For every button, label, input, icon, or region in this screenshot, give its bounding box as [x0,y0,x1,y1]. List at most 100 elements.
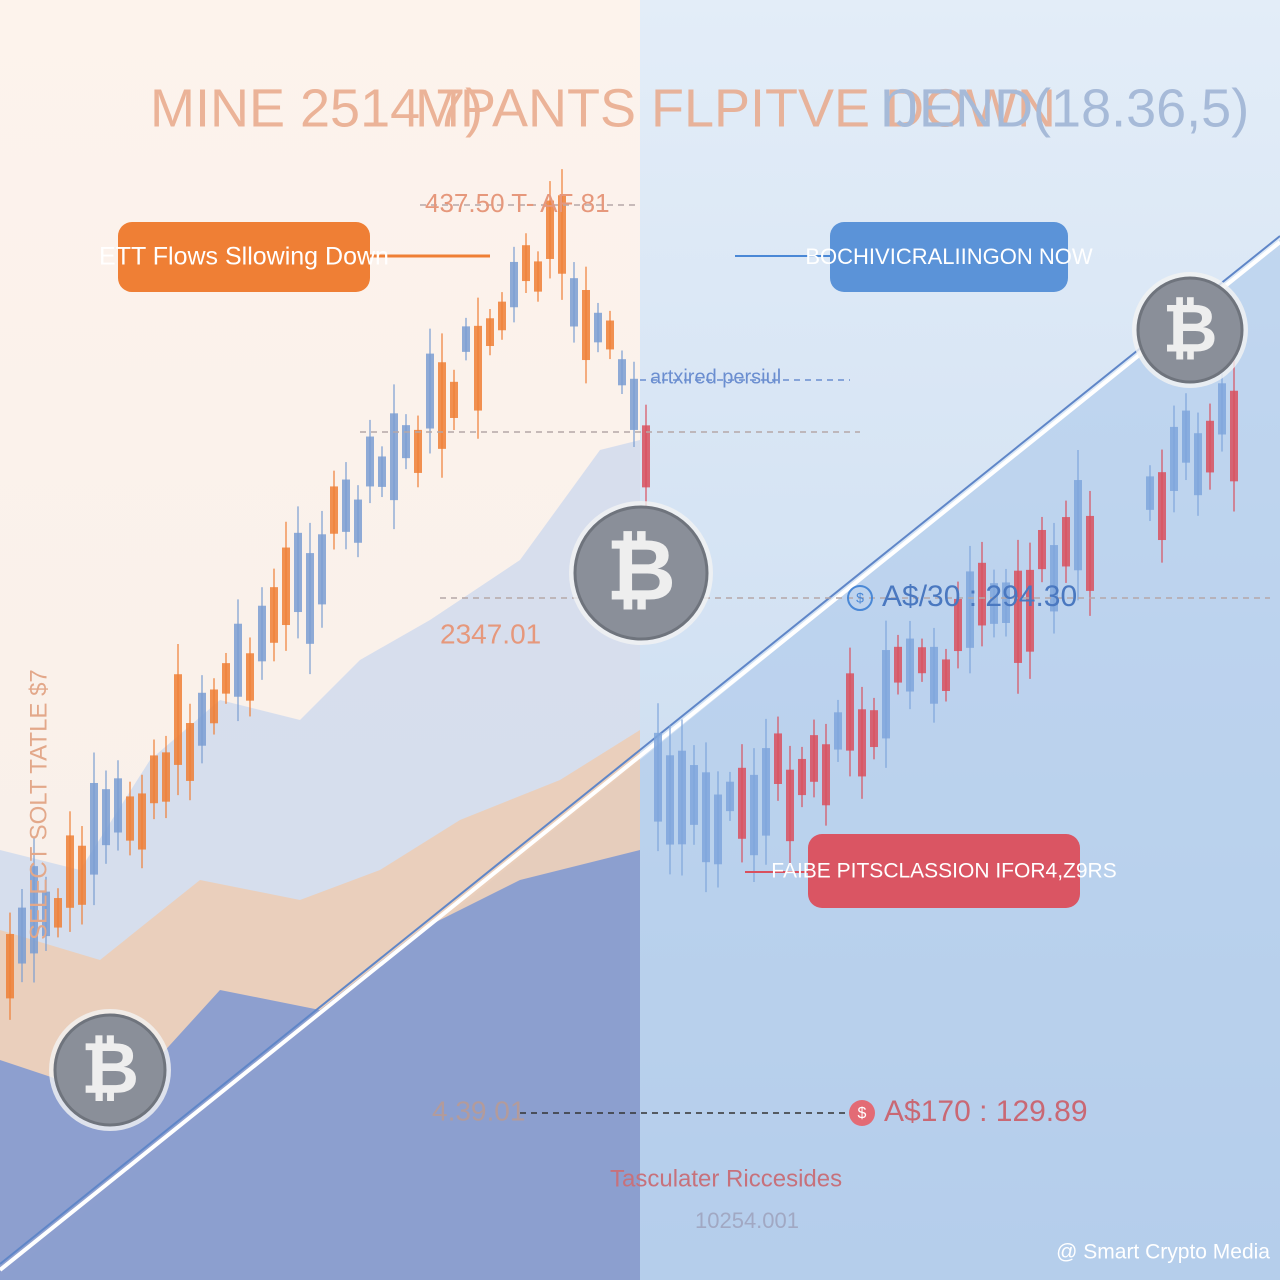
candle-body [30,866,38,954]
area-front [0,850,640,1280]
candle-body [342,479,350,532]
trend-line-shadow [0,235,1280,1265]
candle-body [1194,433,1202,496]
coin [1136,276,1244,384]
candle-body [246,653,254,701]
candle-body [522,245,530,282]
candle-body [822,744,830,806]
candle-body [258,605,266,662]
candle-body [930,646,938,704]
readout-icon-text: $ [856,590,864,606]
trend-line [0,240,1280,1272]
coin-symbol: ₿ [1162,289,1217,368]
candle-body [162,752,170,802]
candle-body [666,755,674,845]
candle-body [894,646,902,683]
candle-body [702,772,710,863]
candle-body [714,794,722,865]
candle-body [306,553,314,644]
coins: ₿ ₿ ₿ [49,272,1248,1131]
candle-body [762,748,770,836]
candle-body [414,429,422,473]
candle-body [150,755,158,804]
candle-body [1170,426,1178,491]
candle-body [738,767,746,839]
candle-body [1146,476,1154,510]
candle-body [594,312,602,343]
callout-box [118,222,370,292]
candle-body [570,278,578,327]
candle-body [318,534,326,605]
readout-icon-text: $ [858,1105,867,1122]
candle-body [798,758,806,796]
candle-body [90,782,98,875]
candle-body [126,796,134,841]
candle-body [198,692,206,746]
candle-body [6,934,14,999]
candle-body [1014,570,1022,663]
candle-body [1182,410,1190,463]
watermark: @ Smart Crypto Media [1056,1241,1270,1264]
candle-body [630,378,638,430]
callout-text: BOCHIVICRALIINGON NOW [805,244,1092,269]
candle-body [270,587,278,643]
readout-text: A$/30 : 294.30 [882,580,1077,613]
candle-body [402,425,410,459]
candle-body [642,425,650,488]
candle-body [966,571,974,648]
candle-body [510,261,518,308]
candle-body [990,583,998,624]
candle-body [786,769,794,842]
coin [573,505,709,641]
coin-symbol: ₿ [81,1027,139,1110]
candle-body [78,845,86,905]
legend-value: 10254.001 [695,1208,799,1233]
candle-body [42,891,50,937]
candle-body [330,486,338,534]
candle-body [1002,582,1010,624]
candle-body [1086,515,1094,591]
candle-body [486,318,494,347]
candle-body [222,663,230,694]
candle-body [1038,529,1046,570]
candle-body [450,381,458,418]
candle-body [282,547,290,626]
readout-text: A$170 : 129.89 [884,1095,1088,1128]
candle-body [750,774,758,856]
candle-body [1158,472,1166,541]
candle-body [774,733,782,784]
candle-body [438,362,446,449]
candle-body [546,200,554,259]
candle-body [426,353,434,429]
callout-text: FAIBE PITSCLASSION IFOR4,Z9RS [771,860,1116,883]
candle-body [978,562,986,626]
legend-title: Tasculater Riccesides [610,1165,842,1192]
candle-body [1230,390,1238,482]
candle-body [834,712,842,750]
candle-body [726,781,734,812]
candle-body [1074,480,1082,571]
candle-body [690,765,698,825]
side-text: SELECT SOLT TATLE $7 [25,669,52,940]
callout-text: ETT Flows Sllowing Down [99,243,389,271]
candle-body [678,750,686,845]
candle-body [954,598,962,652]
candle-body [1218,383,1226,435]
candle-body [114,778,122,833]
candle-body [354,499,362,543]
candle-body [1062,517,1070,567]
coin [53,1013,167,1127]
callout-box [808,834,1080,908]
candle-body [810,735,818,782]
candles [6,169,1238,1020]
candle-body [474,325,482,411]
candle-body [1206,420,1214,473]
candle-body [390,413,398,501]
price-label: 4.39.01 [432,1095,525,1126]
price-label: 2347.01 [440,618,541,649]
candle-body [918,647,926,674]
candle-body [366,436,374,487]
candle-body [558,195,566,274]
candle-body [18,907,26,964]
